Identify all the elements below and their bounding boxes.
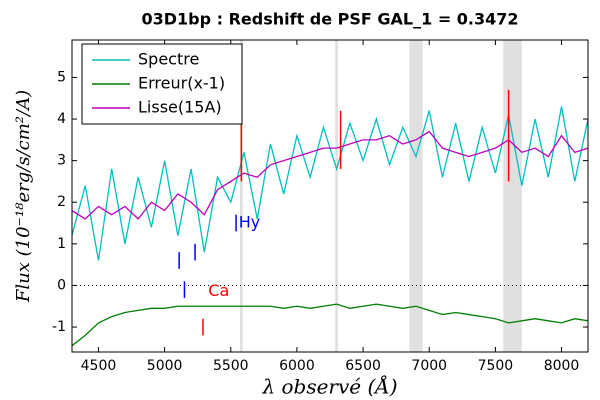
- legend-label: Lisse(15A): [138, 98, 222, 117]
- plot-area: [72, 40, 588, 352]
- chart-title: 03D1bp : Redshift de PSF GAL_1 = 0.3472: [141, 10, 518, 29]
- shaded-region: [503, 40, 522, 352]
- shaded-region: [409, 40, 423, 352]
- x-axis-label: λ observé (Å): [261, 374, 397, 399]
- shaded-region: [240, 40, 243, 352]
- x-tick-label: 5500: [213, 358, 249, 374]
- y-tick-label: 1: [57, 236, 66, 252]
- shaded-region: [335, 40, 338, 352]
- x-tick-label: 5000: [147, 358, 183, 374]
- legend-label: Spectre: [138, 50, 199, 69]
- x-tick-label: 8000: [544, 358, 580, 374]
- series-line: [72, 130, 588, 220]
- y-tick-label: 2: [57, 194, 66, 210]
- x-tick-label: 6000: [279, 358, 315, 374]
- x-tick-label: 7000: [411, 358, 447, 374]
- y-axis-label: Flux (10⁻¹⁸erg/s/cm²/A): [13, 90, 34, 303]
- annotation: Ca: [208, 281, 229, 300]
- y-tick-label: 3: [57, 153, 66, 169]
- annotation: Hy: [239, 213, 261, 232]
- y-tick-label: 5: [57, 69, 66, 85]
- x-tick-label: 6500: [345, 358, 381, 374]
- y-tick-label: 4: [57, 111, 66, 127]
- x-tick-label: 4500: [81, 358, 117, 374]
- plot-frame: [71, 39, 589, 353]
- y-tick-label: 0: [57, 277, 66, 293]
- legend-label: Erreur(x-1): [138, 74, 225, 93]
- y-tick-label: -1: [52, 319, 66, 335]
- x-tick-label: 7500: [478, 358, 514, 374]
- series-line: [72, 303, 588, 347]
